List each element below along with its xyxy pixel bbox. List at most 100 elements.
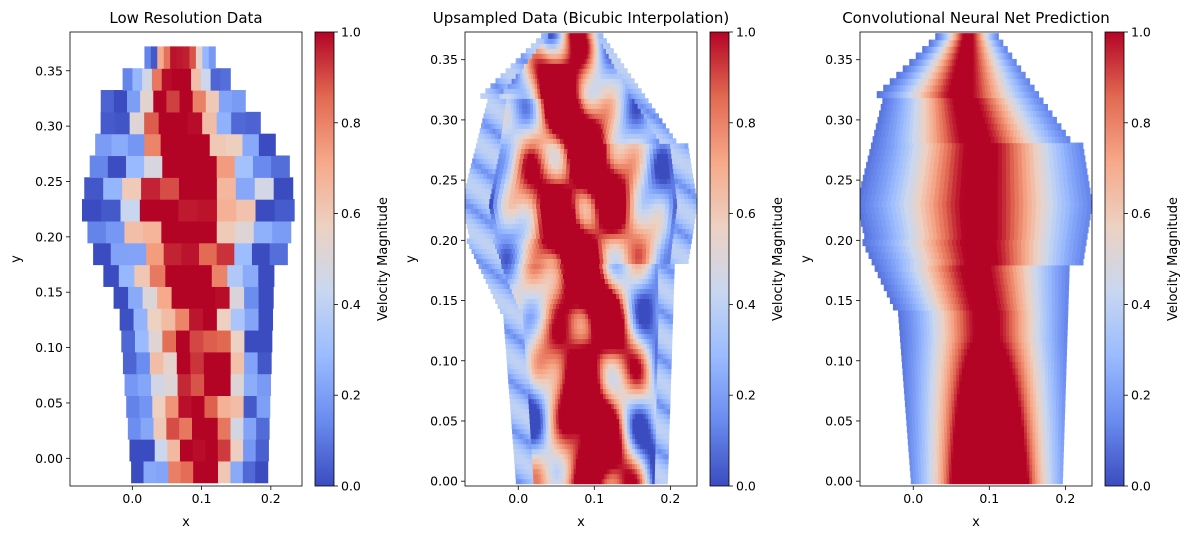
heatmap-cell [575,108,579,114]
heatmap-cell [537,328,542,335]
heatmap-cell [602,98,606,104]
heatmap-cell [612,268,617,275]
heatmap-cell [627,418,631,425]
heatmap-cell [668,193,674,199]
heatmap-cell [630,348,634,355]
heatmap-cell [230,395,245,418]
heatmap-cell [630,323,634,330]
heatmap-cell [618,288,623,295]
heatmap-cell [629,448,633,455]
heatmap-cell [528,233,533,239]
heatmap-cell [684,208,689,214]
heatmap-cell [642,438,646,445]
heatmap-cell [634,118,639,124]
heatmap-cell [664,213,669,219]
heatmap-cell [533,113,537,119]
heatmap-cell [586,108,591,114]
heatmap-cell [676,168,682,174]
heatmap-cell [613,118,618,124]
heatmap-cell [562,443,566,450]
heatmap-cell [653,253,658,259]
heatmap-cell [663,318,668,325]
heatmap-cell [505,198,510,204]
heatmap-cell [680,258,686,264]
heatmap-cell [535,268,540,275]
heatmap-cell [107,155,127,178]
heatmap-cell [549,338,553,345]
heatmap-cell [550,228,555,234]
heatmap-cell [607,103,611,109]
heatmap-cell [621,388,626,395]
heatmap-cell [537,293,542,300]
heatmap-cell [654,473,658,480]
heatmap-cell [642,288,647,295]
heatmap-cell [567,143,572,149]
heatmap-cell [475,158,481,164]
heatmap-cell [548,373,552,380]
heatmap-cell [608,383,612,390]
heatmap-cell [589,258,594,264]
heatmap-cell [499,288,504,295]
heatmap-cell [605,328,609,335]
heatmap-cell [603,433,607,440]
heatmap-cell [673,198,678,204]
heatmap-cell [620,108,625,114]
heatmap-cell [621,353,626,360]
heatmap-cell [616,413,620,420]
heatmap-cell [623,133,628,139]
heatmap-cell [637,193,643,199]
heatmap-cell [562,448,566,455]
heatmap-cell [533,128,538,134]
heatmap-cell [532,323,536,330]
heatmap-cell [630,363,634,370]
heatmap-cell [526,268,530,275]
heatmap-cell [544,448,548,455]
heatmap-cell [564,423,568,430]
heatmap-cell [560,238,565,244]
heatmap-cell [691,193,697,199]
heatmap-cell [612,308,616,315]
heatmap-cell [519,88,523,94]
heatmap-cell [654,378,658,385]
heatmap-cell [600,373,604,380]
heatmap-cell [627,323,631,330]
heatmap-cell [637,403,642,410]
heatmap-cell [554,313,558,320]
heatmap-cell [659,388,663,395]
heatmap-cell [528,348,532,355]
heatmap-cell [561,223,566,229]
heatmap-cell [556,358,560,365]
heatmap-cell [131,460,145,484]
heatmap-cell [602,358,606,365]
heatmap-cell [575,98,579,104]
heatmap-cell [532,328,536,335]
heatmap-cell [558,363,563,370]
heatmap-cell [252,155,272,178]
heatmap-cell [611,303,616,310]
heatmap-cell [554,298,559,305]
heatmap-cell [662,458,667,465]
heatmap-cell [671,158,677,164]
heatmap-cell [600,308,605,315]
heatmap-cell [520,398,524,405]
heatmap-cell [627,133,631,139]
heatmap-cell [664,408,668,415]
heatmap-cell [544,108,548,114]
heatmap-cell [622,193,627,199]
heatmap-cell [631,148,636,154]
heatmap-cell [574,333,578,340]
heatmap-cell [478,223,483,229]
heatmap-cell [536,248,542,254]
heatmap-cell [666,418,670,425]
heatmap-cell [624,313,629,320]
heatmap-cell [603,143,608,149]
heatmap-cell [571,408,575,415]
heatmap-cell [534,408,538,415]
heatmap-cell [495,188,500,194]
heatmap-cell [632,308,636,315]
heatmap-cell [522,188,527,194]
heatmap-cell [658,233,663,239]
heatmap-cell [637,423,641,430]
heatmap-cell [495,153,500,159]
heatmap-cell [577,423,581,430]
